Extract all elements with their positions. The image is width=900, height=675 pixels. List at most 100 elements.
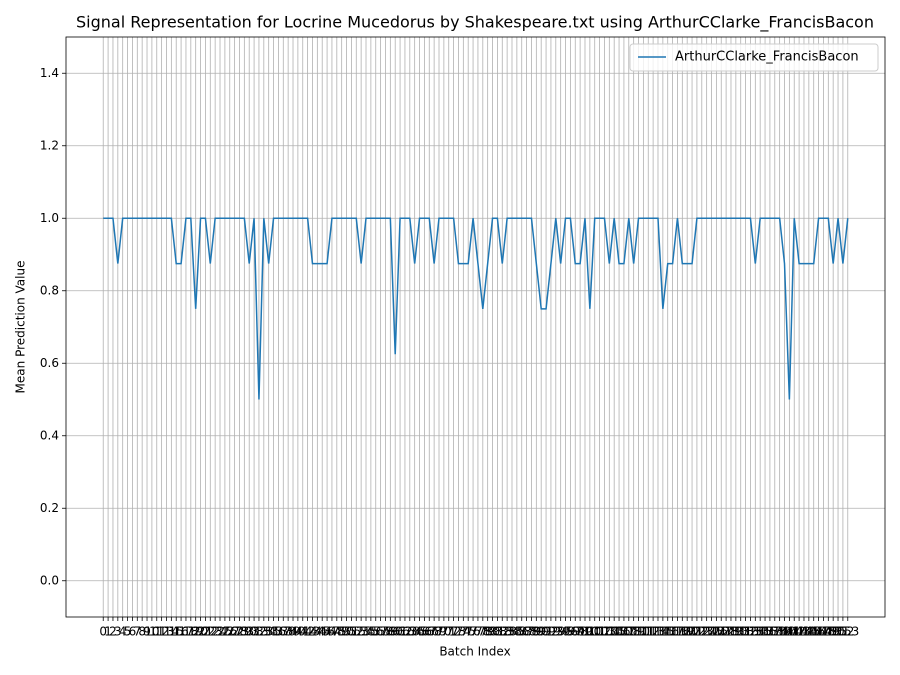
x-tick-label: 25 (217, 625, 232, 639)
x-tick-label: 95 (558, 625, 573, 639)
x-tick-label: 79 (480, 625, 495, 639)
x-tick-label: 66 (417, 625, 432, 639)
x-tick-label: 100 (578, 625, 601, 639)
x-tick-label: 102 (588, 625, 611, 639)
x-tick-label: 133 (739, 625, 762, 639)
x-tick-label: 123 (690, 625, 713, 639)
x-tick-label: 109 (622, 625, 645, 639)
x-tick-label: 65 (412, 625, 427, 639)
x-tick-label: 37 (276, 625, 291, 639)
data-line (103, 217, 849, 400)
x-tick-label: 7 (133, 625, 141, 639)
x-tick-label: 26 (222, 625, 237, 639)
y-axis-label: Mean Prediction Value (14, 261, 28, 394)
x-tick-label: 23 (208, 625, 223, 639)
x-tick-label: 151 (827, 625, 850, 639)
x-tick-label: 71 (441, 625, 456, 639)
x-tick-label: 2 (109, 625, 117, 639)
x-tick-label: 117 (661, 625, 684, 639)
x-tick-label: 18 (183, 625, 198, 639)
x-tick-label: 44 (310, 625, 325, 639)
x-tick-label: 145 (797, 625, 820, 639)
x-tick-label: 34 (261, 625, 276, 639)
x-tick-label: 9 (143, 625, 151, 639)
x-tick-label: 92 (543, 625, 558, 639)
x-tick-label: 96 (563, 625, 578, 639)
x-tick-label: 105 (603, 625, 626, 639)
y-tick-label: 0.8 (40, 283, 59, 297)
y-tick-label: 1.0 (40, 211, 59, 225)
x-tick-label: 50 (339, 625, 354, 639)
x-tick-label: 24 (212, 625, 227, 639)
x-tick-label: 31 (246, 625, 261, 639)
x-tick-label: 113 (642, 625, 665, 639)
x-tick-label: 135 (749, 625, 772, 639)
x-tick-label: 144 (793, 625, 816, 639)
x-tick-label: 147 (807, 625, 830, 639)
x-tick-label: 17 (178, 625, 193, 639)
x-tick-label: 22 (203, 625, 218, 639)
x-tick-label: 118 (666, 625, 689, 639)
x-tick-label: 27 (227, 625, 242, 639)
x-tick-label: 12 (154, 625, 169, 639)
y-tick-label: 1.4 (40, 66, 59, 80)
x-tick-label: 104 (598, 625, 621, 639)
x-tick-label: 90 (534, 625, 549, 639)
x-tick-label: 77 (470, 625, 485, 639)
x-tick-label: 55 (363, 625, 378, 639)
x-tick-label: 86 (514, 625, 529, 639)
x-tick-label: 81 (490, 625, 505, 639)
x-tick-label: 14 (164, 625, 179, 639)
x-tick-label: 60 (388, 625, 403, 639)
x-tick-label: 149 (817, 625, 840, 639)
x-tick-label: 21 (198, 625, 213, 639)
x-tick-label: 89 (529, 625, 544, 639)
chart-title: Signal Representation for Locrine Mucedo… (76, 13, 874, 33)
x-tick-label: 76 (465, 625, 480, 639)
x-tick-label: 75 (461, 625, 476, 639)
x-tick-label: 91 (538, 625, 553, 639)
y-tick-label: 0.0 (40, 573, 59, 587)
x-tick-label: 57 (373, 625, 388, 639)
x-tick-label: 84 (504, 625, 519, 639)
x-tick-label: 54 (358, 625, 373, 639)
x-tick-label: 111 (632, 625, 655, 639)
x-tick-label: 43 (305, 625, 320, 639)
x-tick-label: 127 (710, 625, 733, 639)
x-tick-label: 1 (104, 625, 112, 639)
x-tick-label: 125 (700, 625, 723, 639)
x-tick-label: 143 (788, 625, 811, 639)
x-tick-label: 99 (577, 625, 592, 639)
x-tick-label: 129 (720, 625, 743, 639)
y-tick-label: 0.6 (40, 356, 59, 370)
x-tick-label: 98 (572, 625, 587, 639)
x-tick-label: 15 (169, 625, 184, 639)
x-tick-label: 153 (836, 625, 859, 639)
x-tick-label: 16 (173, 625, 188, 639)
x-tick-label: 137 (758, 625, 781, 639)
x-tick-label: 108 (617, 625, 640, 639)
x-tick-label: 38 (281, 625, 296, 639)
x-tick-label: 32 (251, 625, 266, 639)
x-tick-label: 124 (695, 625, 718, 639)
x-tick-label: 134 (744, 625, 767, 639)
x-tick-label: 19 (188, 625, 203, 639)
x-tick-label: 146 (802, 625, 825, 639)
x-tick-label: 148 (812, 625, 835, 639)
x-tick-label: 150 (822, 625, 845, 639)
x-tick-label: 73 (451, 625, 466, 639)
x-tick-label: 67 (422, 625, 437, 639)
x-tick-label: 121 (681, 625, 704, 639)
x-tick-label: 128 (715, 625, 738, 639)
x-tick-label: 13 (159, 625, 174, 639)
x-tick-label: 42 (300, 625, 315, 639)
x-tick-label: 114 (647, 625, 670, 639)
x-tick-label: 80 (485, 625, 500, 639)
x-tick-label: 4 (119, 625, 127, 639)
x-tick-label: 29 (237, 625, 252, 639)
x-tick-label: 139 (768, 625, 791, 639)
x-tick-label: 47 (324, 625, 339, 639)
x-tick-label: 132 (734, 625, 757, 639)
x-tick-label: 69 (431, 625, 446, 639)
